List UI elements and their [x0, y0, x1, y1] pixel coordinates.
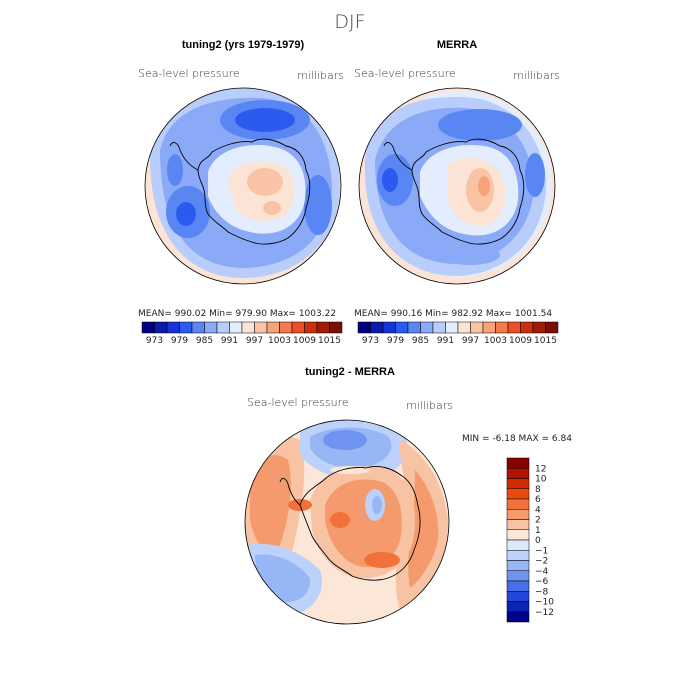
panel-diff-colorbar-swatch: [506, 539, 530, 551]
panel-left-units-label: millibars: [297, 69, 344, 82]
panel-diff-colorbar-tick-label: −4: [535, 567, 549, 577]
panel-right-colorbar-swatch: [420, 321, 434, 334]
panel-diff-colorbar-swatch: [506, 580, 530, 592]
panel-right-colorbar-swatch: [470, 321, 484, 334]
panel-diff-colorbar-tick-label: 4: [535, 505, 541, 515]
panel-diff-variable-label: Sea-level pressure: [247, 396, 349, 409]
panel-right-variable-label: Sea-level pressure: [354, 67, 456, 80]
panel-right-colorbar-swatch: [357, 321, 371, 334]
panel-right-colorbar-swatch: [370, 321, 384, 334]
panel-right-colorbar-swatch: [545, 321, 559, 334]
panel-diff-colorbar-tick-label: 10: [535, 475, 547, 485]
panel-right-colorbar-swatch: [495, 321, 509, 334]
panel-diff-colorbar-swatch: [506, 519, 530, 530]
panel-diff-colorbar-swatch: [506, 509, 530, 520]
panel-left-stats: MEAN= 990.02 Min= 979.90 Max= 1003.22: [138, 309, 336, 319]
panel-diff-colorbar-swatch: [506, 591, 530, 602]
panel-right-stats: MEAN= 990.16 Min= 982.92 Max= 1001.54: [354, 309, 552, 319]
panel-diff-colorbar-swatch: [506, 498, 530, 510]
panel-left-colorbar-tick-label: 973: [146, 336, 163, 346]
panel-left-colorbar-swatch: [266, 321, 280, 334]
panel-diff-colorbar-swatch: [506, 468, 530, 479]
panel-left-colorbar-swatch: [141, 321, 155, 334]
panel-left-colorbar-tick-label: 991: [221, 336, 238, 346]
panel-diff-map: [244, 419, 450, 625]
panel-right-colorbar-tick-label: 979: [387, 336, 404, 346]
panel-right-map: [358, 87, 556, 285]
panel-right-colorbar-swatch: [407, 321, 421, 334]
figure-title: DJF: [334, 11, 365, 33]
panel-left-colorbar-tick-label: 979: [171, 336, 188, 346]
panel-diff-colorbar-swatch: [506, 478, 530, 489]
panel-diff-colorbar-tick-label: −8: [535, 587, 549, 597]
panel-left-colorbar-swatch: [279, 321, 293, 334]
panel-left-colorbar: 973 979 985 991 997 1003 1009 1015: [141, 321, 343, 346]
panel-left-colorbar-tick-label: 1003: [268, 336, 291, 346]
panel-diff-colorbar-tick-label: 0: [535, 536, 541, 546]
panel-right-colorbar-tick-label: 1015: [534, 336, 557, 346]
panel-diff-colorbar-tick-label: 12: [535, 464, 546, 474]
panel-diff-colorbar-swatch: [506, 601, 530, 612]
panel-right-colorbar-tick-label: 991: [437, 336, 454, 346]
panel-left-colorbar-swatch: [154, 321, 168, 334]
panel-diff-colorbar-swatch: [506, 529, 530, 541]
panel-diff-colorbar-swatch: [506, 457, 530, 469]
panel-left-colorbar-swatch: [179, 321, 193, 334]
panel-left-colorbar-swatch: [191, 321, 205, 334]
panel-right-colorbar-tick-label: 1009: [509, 336, 532, 346]
panel-diff-stats: MIN = -6.18 MAX = 6.84: [462, 434, 572, 444]
panel-right-colorbar: 973 979 985 991 997 1003 1009 1015: [357, 321, 559, 346]
panel-left-colorbar-swatch: [241, 321, 255, 334]
panel-diff-colorbar-tick-label: 6: [535, 495, 541, 505]
panel-right-colorbar-swatch: [432, 321, 446, 334]
panel-right-colorbar-tick-label: 997: [462, 336, 479, 346]
panel-diff-colorbar-tick-label: −10: [535, 598, 554, 608]
panel-right-title: MERRA: [437, 39, 477, 51]
panel-diff-colorbar-swatch: [506, 570, 530, 582]
panel-diff-title: tuning2 - MERRA: [305, 366, 395, 378]
panel-right-colorbar-swatch: [395, 321, 409, 334]
panel-diff-colorbar-tick-label: 2: [535, 516, 541, 526]
panel-right-colorbar-swatch: [532, 321, 546, 334]
panel-diff-units-label: millibars: [406, 399, 453, 412]
panel-left-variable-label: Sea-level pressure: [138, 67, 240, 80]
panel-diff-colorbar-tick-label: −1: [535, 546, 548, 556]
panel-diff-colorbar-tick-label: −6: [535, 577, 549, 587]
panel-left-colorbar-tick-label: 1015: [318, 336, 341, 346]
panel-right-colorbar-swatch: [382, 321, 396, 334]
panel-diff-colorbar-tick-label: 1: [535, 526, 541, 536]
panel-left-colorbar-tick-label: 985: [196, 336, 213, 346]
panel-left-colorbar-swatch: [329, 321, 343, 334]
panel-left-colorbar-swatch: [291, 321, 305, 334]
panel-right-colorbar-swatch: [445, 321, 459, 334]
panel-right-colorbar-tick-label: 1003: [484, 336, 507, 346]
panel-left-title: tuning2 (yrs 1979-1979): [182, 39, 305, 51]
panel-diff-colorbar-tick-label: 8: [535, 485, 541, 495]
panel-right-colorbar-swatch: [457, 321, 471, 334]
panel-left-colorbar-swatch: [304, 321, 318, 334]
panel-diff-colorbar-swatch: [506, 560, 530, 571]
panel-left-colorbar-swatch: [216, 321, 230, 334]
panel-left-colorbar-swatch: [254, 321, 268, 334]
panel-left-colorbar-swatch: [316, 321, 330, 334]
panel-left-map: [144, 87, 342, 285]
panel-left-colorbar-swatch: [229, 321, 243, 334]
panel-right-colorbar-swatch: [520, 321, 534, 334]
panel-diff-colorbar-swatch: [506, 550, 530, 561]
panel-right-units-label: millibars: [513, 69, 560, 82]
panel-left-colorbar-swatch: [166, 321, 180, 334]
panel-right-colorbar-tick-label: 973: [362, 336, 379, 346]
panel-left-colorbar-tick-label: 1009: [293, 336, 316, 346]
panel-right-colorbar-swatch: [507, 321, 521, 334]
panel-diff-colorbar-swatch: [506, 611, 530, 623]
panel-diff-colorbar-swatch: [506, 488, 530, 500]
panel-left-colorbar-swatch: [204, 321, 218, 334]
panel-left-colorbar-tick-label: 997: [246, 336, 263, 346]
panel-diff-colorbar-tick-label: −2: [535, 557, 548, 567]
panel-right-colorbar-swatch: [482, 321, 496, 334]
panel-diff-colorbar-tick-label: −12: [535, 608, 554, 618]
panel-right-colorbar-tick-label: 985: [412, 336, 429, 346]
